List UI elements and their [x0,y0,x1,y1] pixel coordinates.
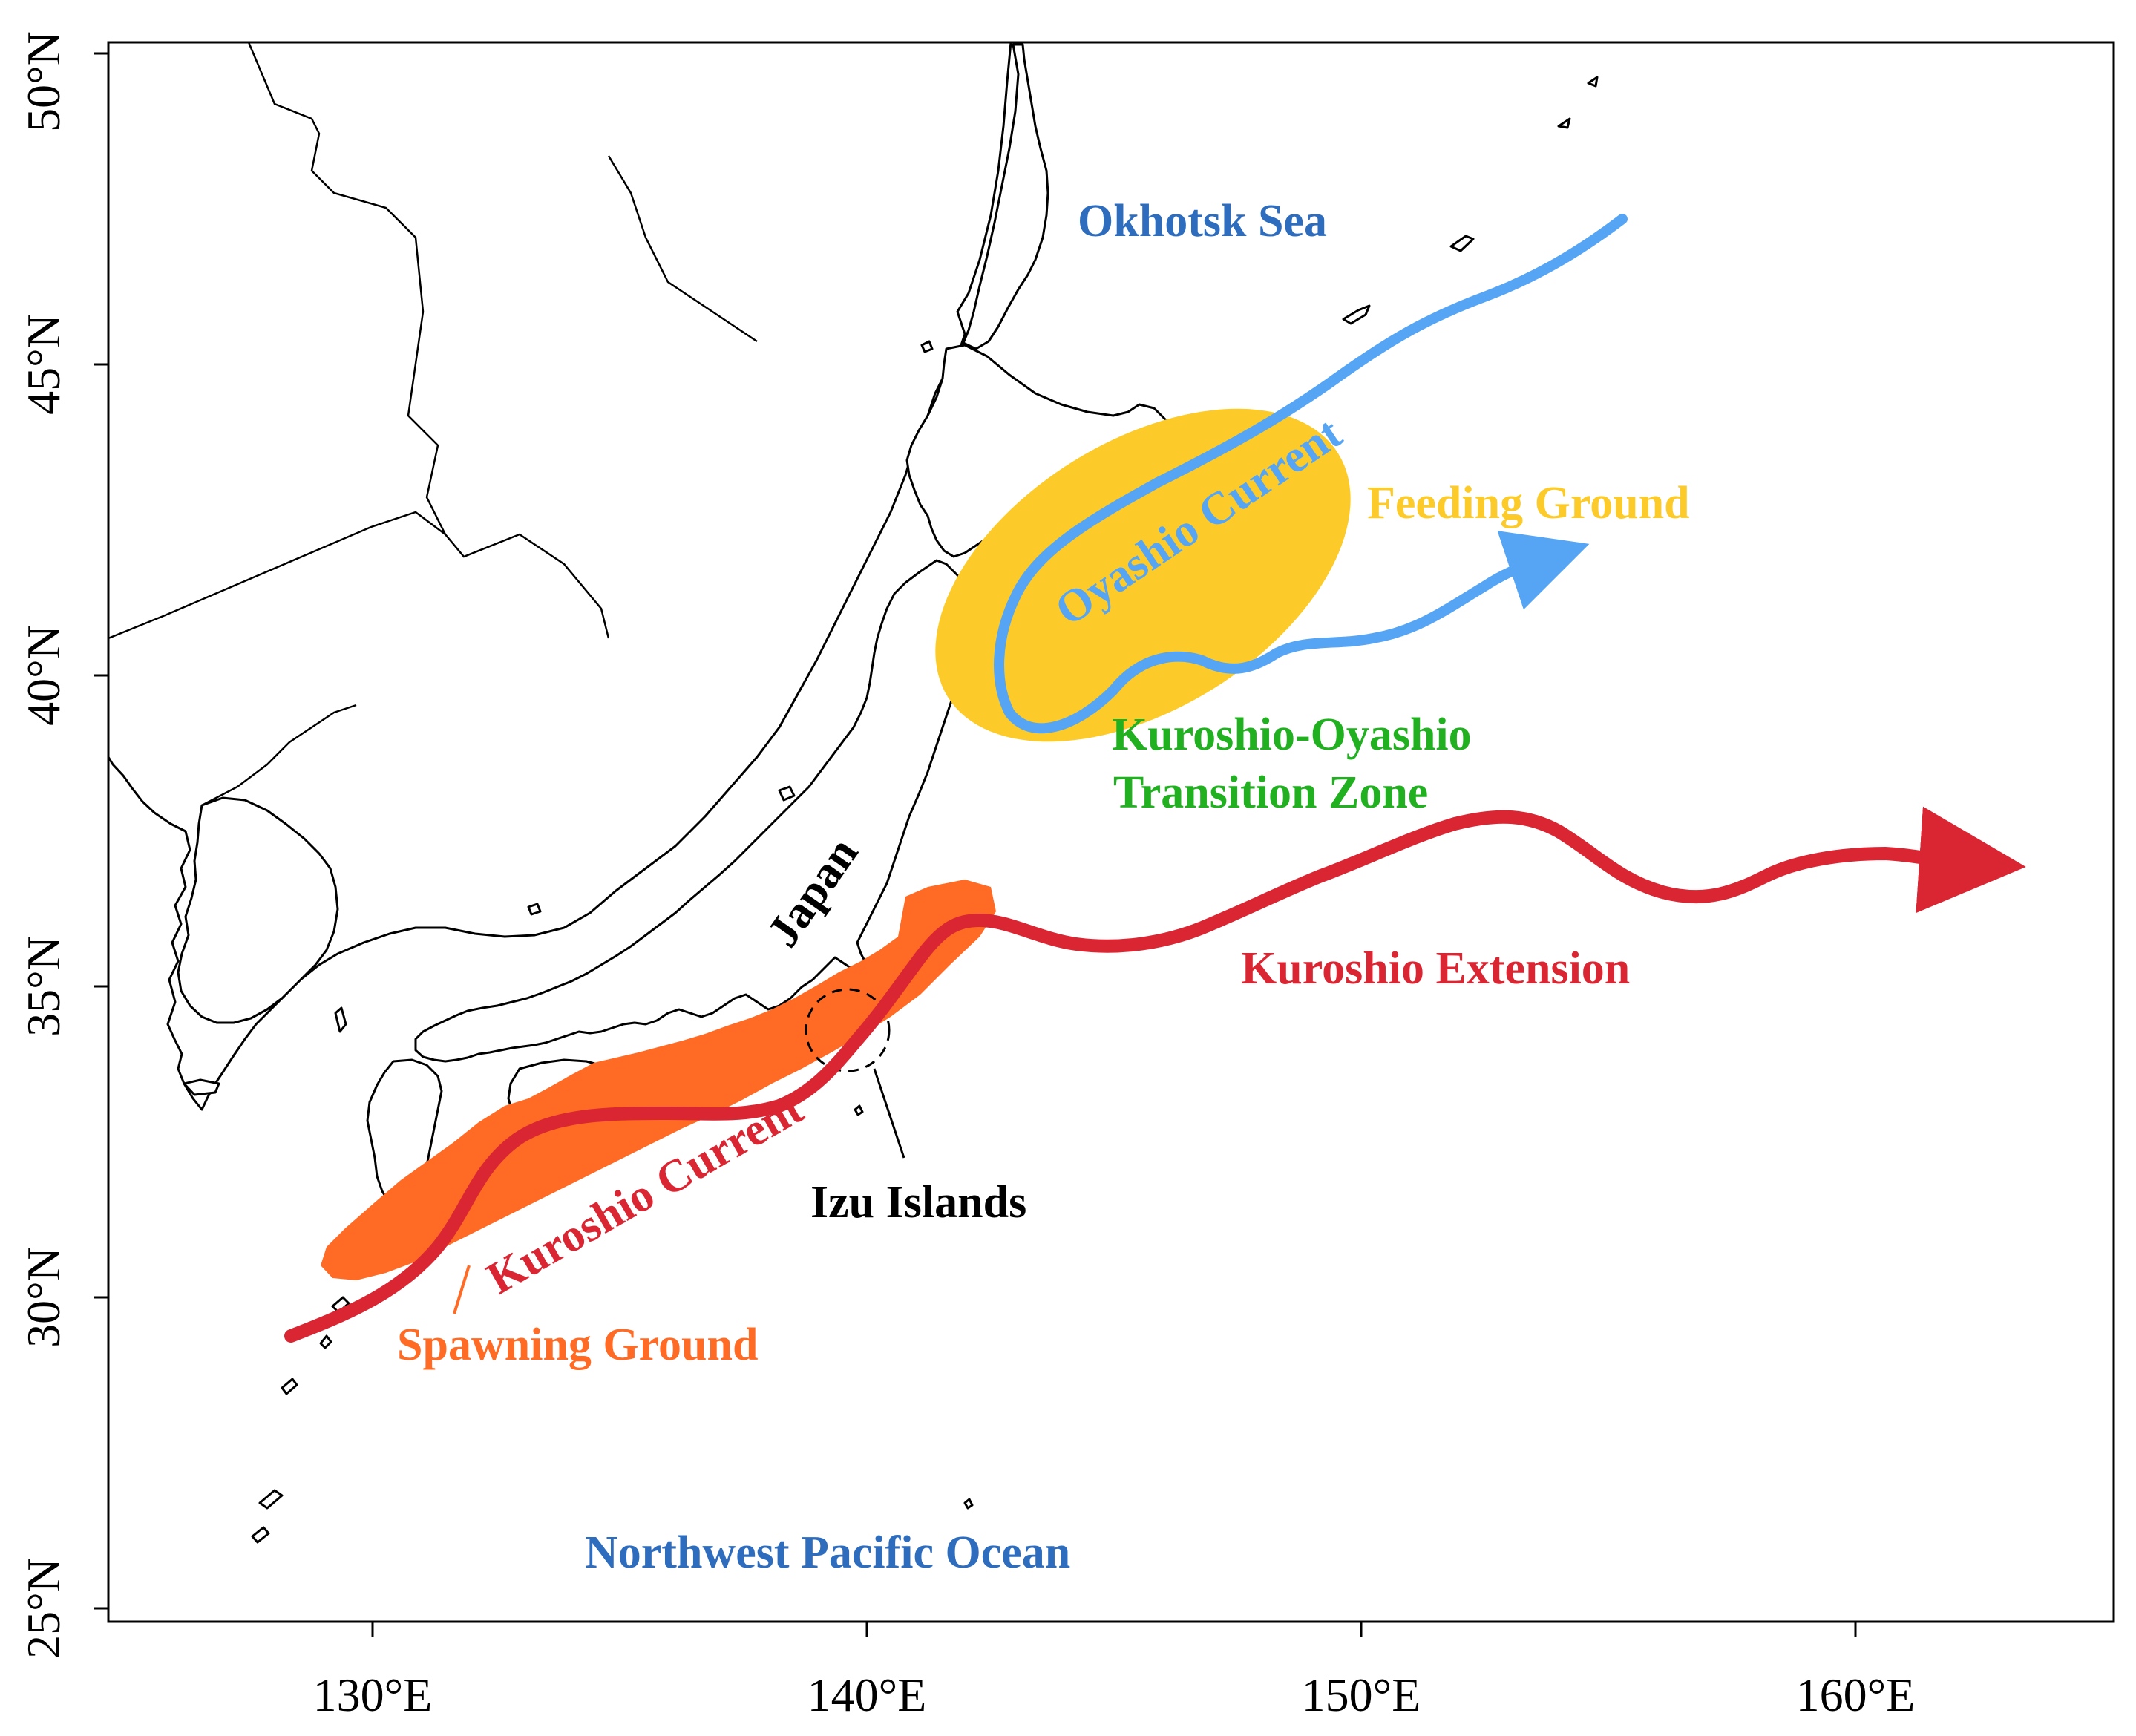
land [107,41,1599,1544]
x-tick-label: 140°E [807,1668,927,1721]
spawning-ground-area [321,880,996,1280]
korea-peninsula [177,796,339,1024]
nansei-island-2 [319,1334,332,1349]
kuril-island-3 [1449,235,1475,252]
feeding-ground-area [935,408,1351,742]
asian-mainland [107,41,1012,1111]
y-axis: 25°N 30°N 35°N 40°N 45°N 50°N [17,31,108,1659]
y-tick-label: 50°N [17,31,70,132]
oyashio-current-line [994,214,1628,734]
x-axis: 130°E 140°E 150°E 160°E [313,1622,1916,1721]
izu-island-1 [854,1104,864,1116]
nansei-island-3 [281,1378,298,1395]
northwest-pacific-label: Northwest Pacific Ocean [585,1527,1070,1578]
izu-islands-leader [873,1068,905,1159]
x-tick-label: 130°E [313,1668,433,1721]
y-tick-label: 30°N [17,1247,70,1348]
tsushima-island [334,1006,347,1033]
nansei-island-5 [251,1526,270,1544]
izu-islands-outline [805,988,891,1072]
izu-islands-label: Izu Islands [810,1177,1026,1228]
jeju-island [183,1078,220,1096]
transition-zone-label-1: Kuroshio-Oyashio [1112,710,1472,760]
transition-zone-label-2: Transition Zone [1113,767,1428,818]
x-tick-label: 160°E [1796,1668,1916,1721]
y-tick-label: 25°N [17,1558,70,1659]
oki-island [527,903,542,916]
x-tick-label: 150°E [1302,1668,1421,1721]
nansei-island-4 [258,1489,284,1510]
nansei-island-6 [963,1498,974,1510]
kuril-island-5 [1587,76,1599,88]
spawning-ground-label: Spawning Ground [397,1320,759,1370]
okhotsk-sea-label: Okhotsk Sea [1078,196,1327,246]
sakhalin [962,43,1049,350]
y-tick-label: 35°N [17,936,70,1037]
kuroshio-extension-label: Kuroshio Extension [1241,943,1630,994]
y-tick-label: 45°N [17,314,70,415]
sado-island [778,785,796,802]
feeding-ground-label: Feeding Ground [1367,478,1690,528]
rishiri-island [920,340,934,353]
spawning-ground-leader [453,1265,471,1314]
y-tick-label: 40°N [17,625,70,726]
kuril-island-2 [1342,304,1371,325]
country-borders [108,42,758,807]
kuroshio-current-line [284,806,2026,1343]
kuril-island-4 [1557,117,1571,129]
honshu [414,559,970,1063]
